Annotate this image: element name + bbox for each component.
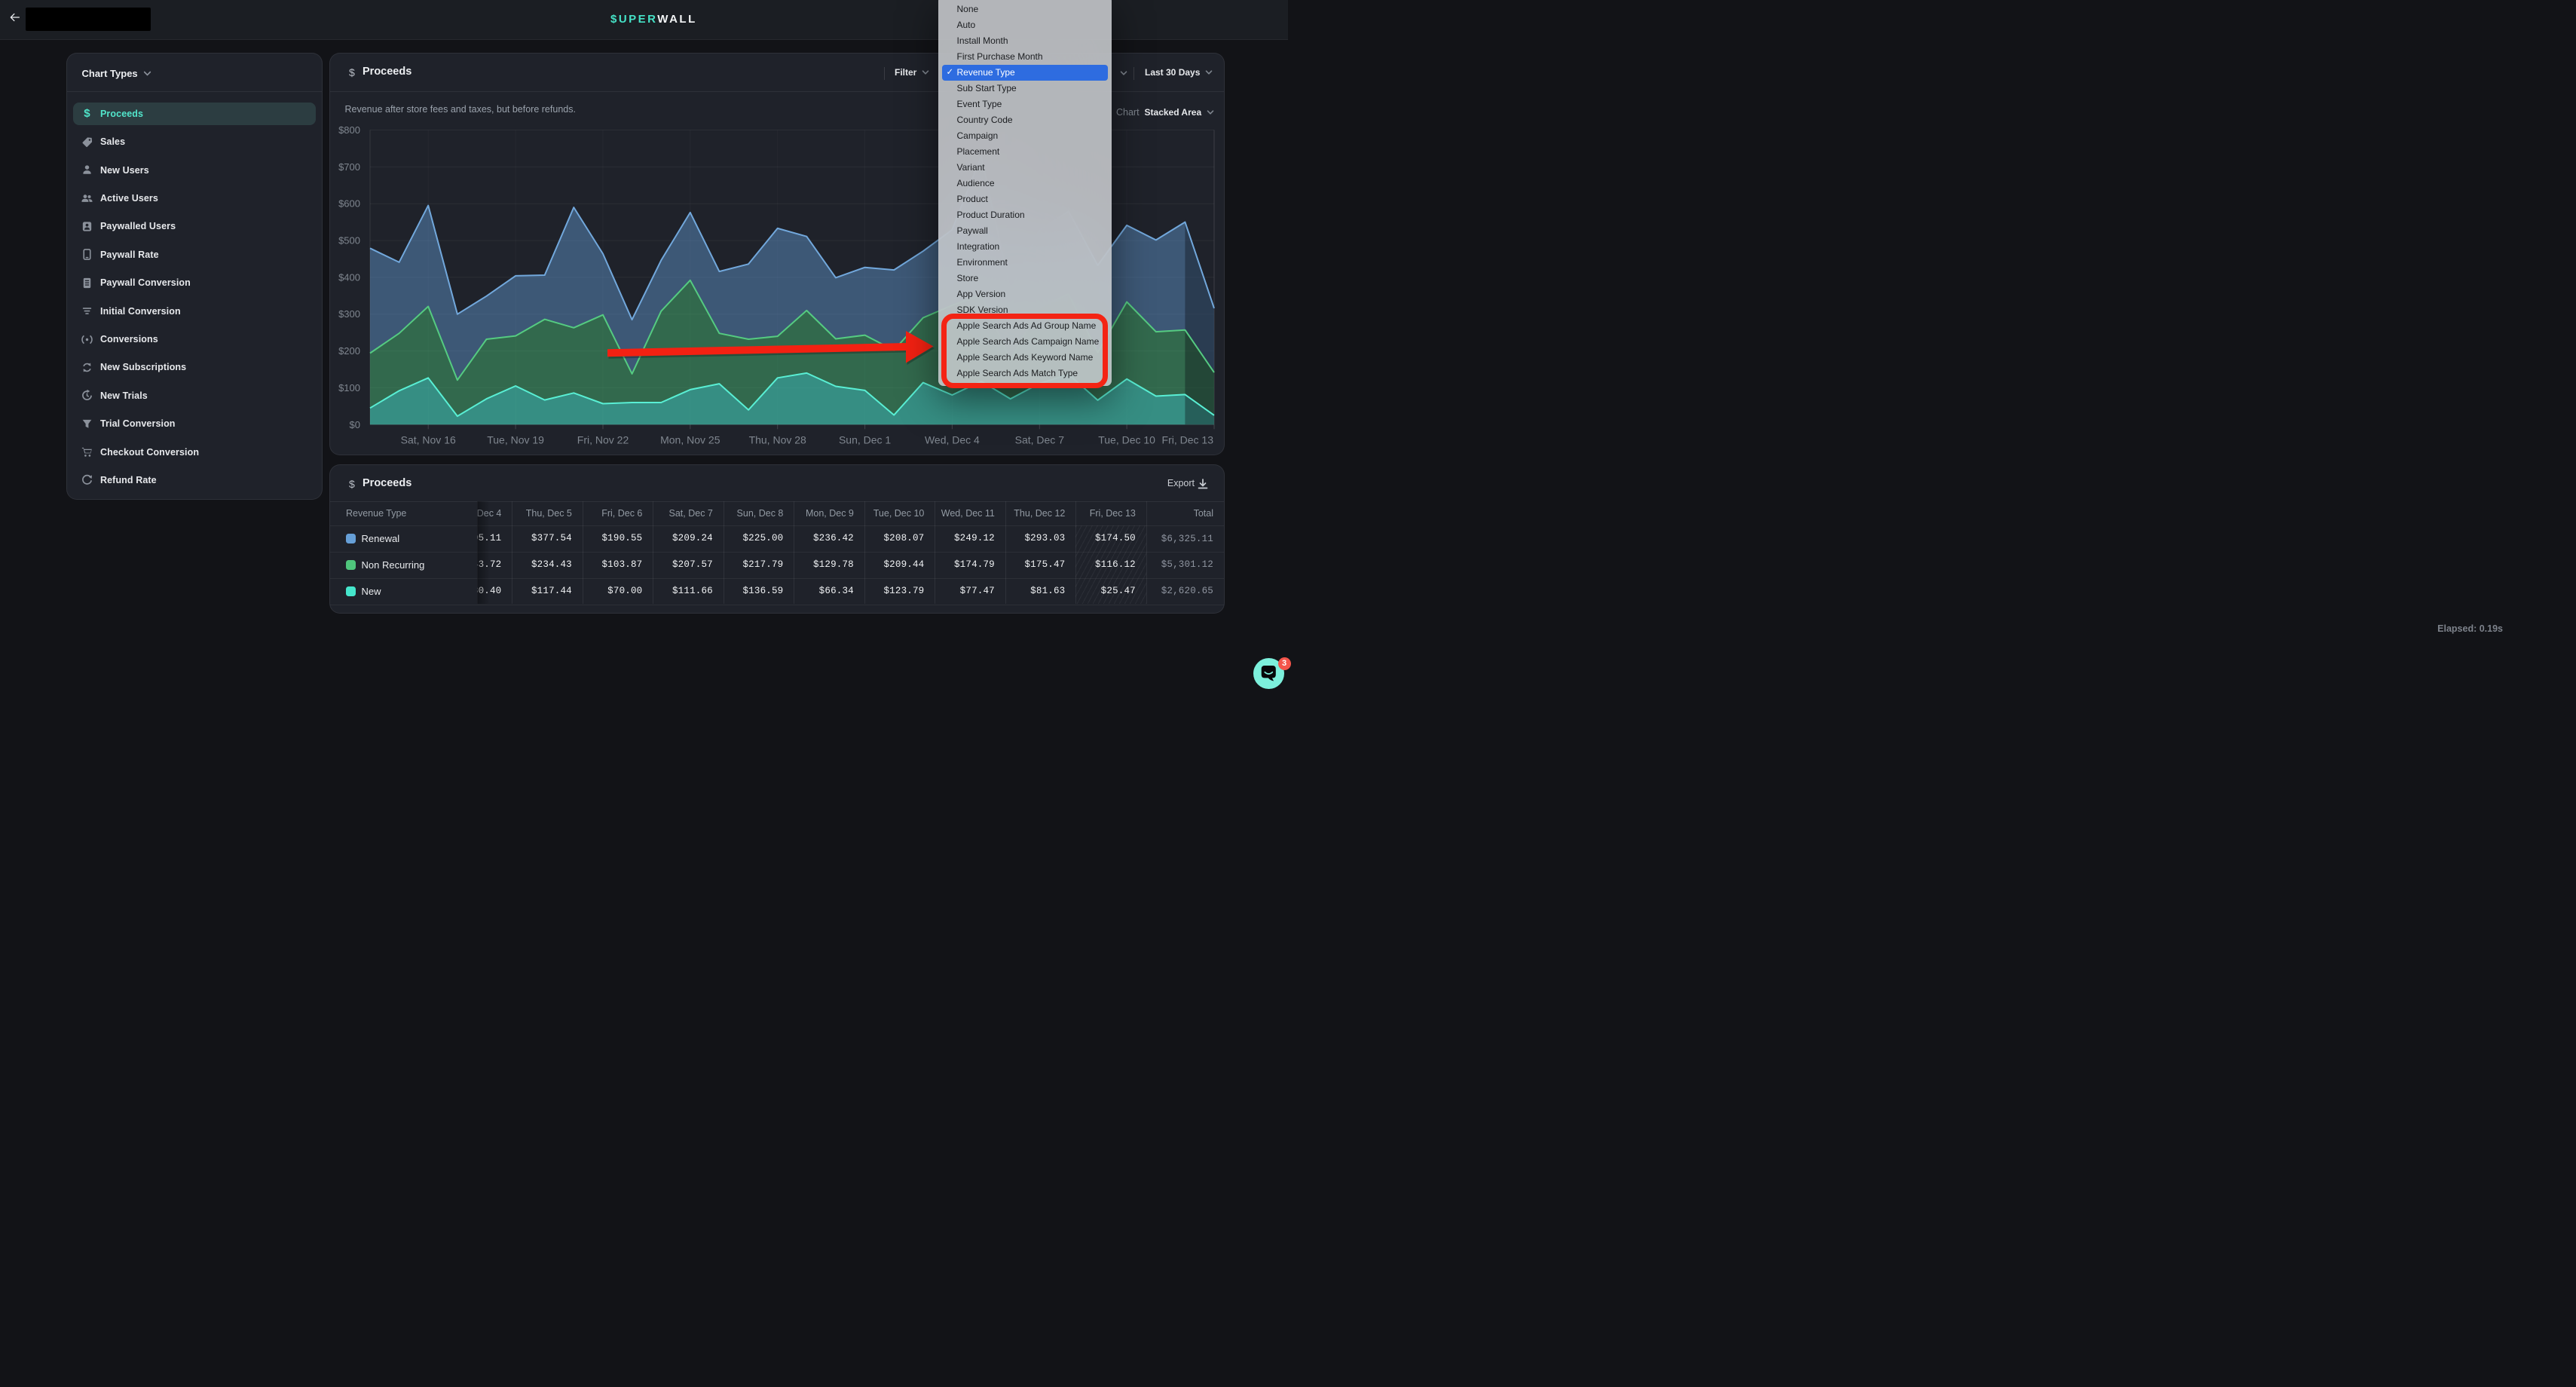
svg-text:Thu, Nov 28: Thu, Nov 28 bbox=[749, 433, 806, 445]
svg-text:$600: $600 bbox=[338, 197, 360, 209]
svg-text:Wed, Dec 4: Wed, Dec 4 bbox=[925, 433, 980, 445]
svg-text:Sat, Dec 7: Sat, Dec 7 bbox=[1015, 433, 1065, 445]
svg-text:$700: $700 bbox=[338, 161, 360, 172]
svg-text:$200: $200 bbox=[338, 345, 360, 357]
svg-text:Fri, Dec 13: Fri, Dec 13 bbox=[1162, 433, 1214, 445]
svg-text:$300: $300 bbox=[338, 308, 360, 320]
svg-text:$800: $800 bbox=[338, 124, 360, 136]
svg-text:Sat, Nov 16: Sat, Nov 16 bbox=[401, 433, 456, 445]
svg-text:$500: $500 bbox=[338, 234, 360, 246]
svg-text:$0: $0 bbox=[350, 418, 360, 430]
svg-text:Mon, Nov 25: Mon, Nov 25 bbox=[660, 433, 720, 445]
svg-text:Sun, Dec 1: Sun, Dec 1 bbox=[839, 433, 891, 445]
svg-text:$100: $100 bbox=[338, 381, 360, 393]
svg-text:Tue, Nov 19: Tue, Nov 19 bbox=[487, 433, 544, 445]
svg-text:Tue, Dec 10: Tue, Dec 10 bbox=[1098, 433, 1155, 445]
svg-text:$: $ bbox=[84, 108, 90, 121]
svg-text:Fri, Nov 22: Fri, Nov 22 bbox=[577, 433, 629, 445]
svg-text:$400: $400 bbox=[338, 271, 360, 283]
